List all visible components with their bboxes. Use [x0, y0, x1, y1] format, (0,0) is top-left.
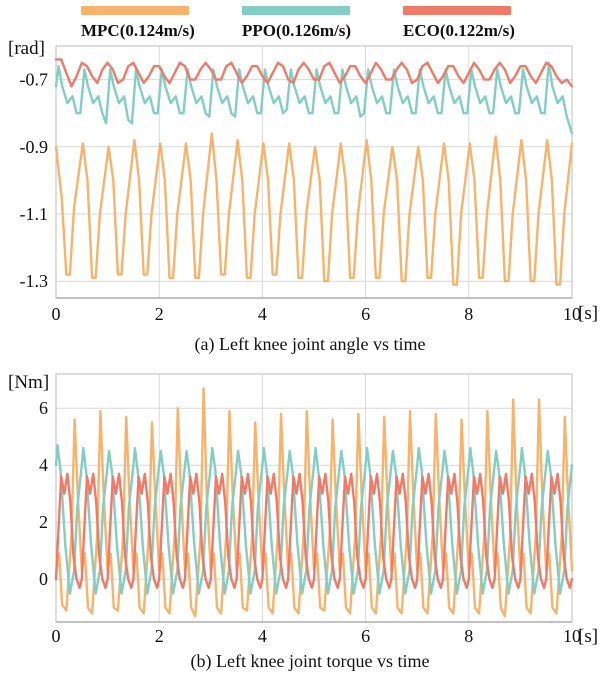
legend: MPC(0.124m/s) PPO(0.126m/s) ECO(0.122m/s…	[81, 6, 515, 40]
x-tick-label-a-4: 8	[464, 304, 473, 324]
legend-swatch-ppo	[242, 6, 350, 15]
y-tick-label-b-0: 6	[39, 398, 48, 418]
y-tick-label-a-2: -1.1	[20, 204, 49, 224]
series-group-b	[54, 387, 574, 618]
y-tick-label-b-1: 4	[39, 455, 48, 475]
legend-label-mpc: MPC(0.124m/s)	[81, 21, 195, 40]
x-tick-label-a-0: 0	[52, 304, 61, 324]
grid-a	[55, 46, 573, 299]
series-line-ppo-b	[54, 444, 574, 595]
x-unit-label-a: [s]	[578, 303, 598, 324]
x-tick-label-b-4: 8	[464, 626, 473, 646]
x-tick-label-b-1: 2	[155, 626, 164, 646]
series-line-eco-a	[54, 58, 574, 88]
y-tick-label-a-0: -0.7	[20, 70, 49, 90]
y-tick-label-b-3: 0	[39, 569, 48, 589]
tick-labels-b: 0 2 4 6 8 10 6 4 2 0	[39, 398, 581, 646]
grid-b	[55, 374, 573, 623]
y-tick-label-a-1: -0.9	[20, 137, 49, 157]
x-tick-label-a-2: 4	[258, 304, 267, 324]
x-unit-label-b: [s]	[578, 626, 598, 647]
series-group-a	[54, 58, 574, 286]
tick-labels-a: 0 2 4 6 8 10 -0.7 -0.9 -1.1 -1.3	[20, 70, 582, 324]
panel-knee-angle: [rad] 0 2 4 6 8 10 -0.7 -0.9 -1.1 -1.3 [s] (a) Le…	[8, 38, 598, 355]
x-tick-label-a-5: 10	[563, 304, 581, 324]
x-tick-label-a-1: 2	[155, 304, 164, 324]
y-tick-label-a-3: -1.3	[20, 271, 49, 291]
caption-b: (b) Left knee joint torque vs time	[191, 651, 430, 672]
legend-label-ppo: PPO(0.126m/s)	[242, 21, 351, 40]
x-tick-label-b-3: 6	[361, 626, 370, 646]
legend-item-mpc: MPC(0.124m/s)	[81, 6, 195, 40]
x-tick-label-b-2: 4	[258, 626, 267, 646]
legend-swatch-eco	[403, 6, 511, 15]
legend-item-eco: ECO(0.122m/s)	[403, 6, 515, 40]
plot-frame-a	[55, 45, 573, 299]
series-line-eco-b	[54, 472, 574, 589]
plot-frame-b	[55, 373, 573, 623]
y-unit-label-a: [rad]	[8, 38, 45, 59]
x-tick-label-b-0: 0	[52, 626, 61, 646]
series-line-mpc-a	[54, 132, 574, 286]
y-tick-label-b-2: 2	[39, 512, 48, 532]
legend-label-eco: ECO(0.122m/s)	[403, 21, 515, 40]
caption-a: (a) Left knee joint angle vs time	[195, 334, 426, 355]
panel-knee-torque: [Nm] 0 2 4 6 8 10 6 4 2 0 [s] (b) Left knee joint…	[8, 372, 598, 672]
x-tick-label-a-3: 6	[361, 304, 370, 324]
series-line-ppo-a	[54, 61, 574, 135]
legend-item-ppo: PPO(0.126m/s)	[242, 6, 351, 40]
legend-swatch-mpc	[81, 6, 189, 15]
y-unit-label-b: [Nm]	[8, 372, 49, 393]
x-tick-label-b-5: 10	[563, 626, 581, 646]
